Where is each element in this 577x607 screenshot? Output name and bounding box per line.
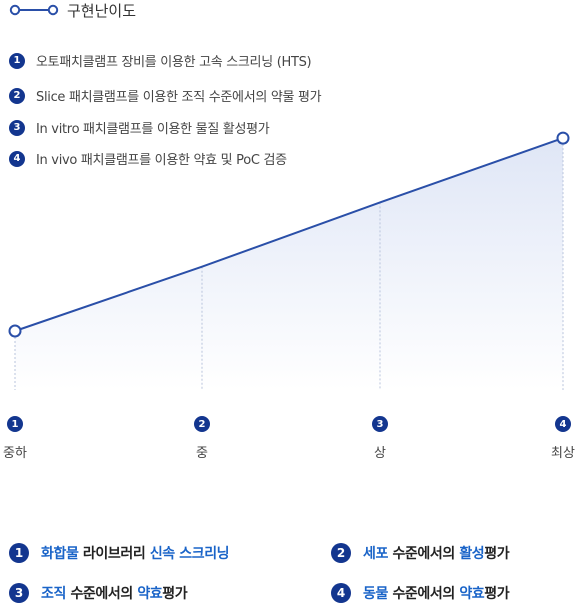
legend-highlight: 세포	[363, 546, 388, 562]
legend-number: 3	[9, 583, 29, 603]
level-4: 4 최상	[533, 416, 577, 461]
legend-item-4: 4 동물 수준에서의 약효평가	[331, 583, 510, 603]
legend-text: 동물 수준에서의 약효평가	[363, 583, 510, 603]
legend-text: 화합물 라이브러리 신속 스크리닝	[41, 543, 230, 563]
legend-number: 1	[9, 543, 29, 563]
level-label: 중하	[3, 446, 27, 461]
legend-plain: 수준에서의	[387, 546, 460, 562]
step-number: 4	[9, 150, 25, 167]
area-fill	[15, 138, 563, 390]
legend-highlight: 신속 스크리닝	[149, 546, 230, 562]
level-number: 4	[555, 416, 571, 432]
legend-item-1: 1 화합물 라이브러리 신속 스크리닝	[9, 543, 230, 563]
step-item-3: 3 In vitro 패치클램프를 이용한 물질 활성평가	[9, 118, 270, 137]
end-point	[556, 131, 570, 145]
legend-item-2: 2 세포 수준에서의 활성평가	[331, 543, 510, 563]
step-item-2: 2 Slice 패치클램프를 이용한 조직 수준에서의 약물 평가	[9, 86, 322, 105]
legend-text: 조직 수준에서의 약효평가	[41, 583, 188, 603]
step-item-4: 4 In vivo 패치클램프를 이용한 약효 및 PoC 검증	[9, 149, 287, 168]
step-item-1: 1 오토패치클램프 장비를 이용한 고속 스크리닝 (HTS)	[9, 51, 312, 70]
legend-highlight: 약효	[459, 586, 485, 602]
legend-highlight: 조직	[41, 586, 66, 602]
legend-item-3: 3 조직 수준에서의 약효평가	[9, 583, 188, 603]
legend-highlight: 약효	[137, 586, 163, 602]
step-text: Slice 패치클램프를 이용한 조직 수준에서의 약물 평가	[36, 90, 322, 105]
legend-plain: 라이브러리	[78, 546, 150, 562]
level-label: 중	[196, 446, 208, 461]
legend-plain: 수준에서의	[387, 586, 460, 602]
step-number: 2	[9, 87, 25, 104]
header-title: 구현난이도	[67, 1, 137, 20]
legend-number: 4	[331, 583, 351, 603]
level-number: 1	[7, 416, 23, 432]
legend-plain: 평가	[484, 546, 510, 562]
series-line	[14, 137, 564, 332]
legend-number: 2	[331, 543, 351, 563]
legend-highlight: 화합물	[41, 546, 79, 562]
difficulty-chart	[8, 131, 570, 390]
line-marker-icon	[9, 4, 59, 16]
step-text: In vivo 패치클램프를 이용한 약효 및 PoC 검증	[36, 153, 287, 168]
legend-plain: 수준에서의	[65, 586, 138, 602]
legend-plain: 평가	[484, 586, 510, 602]
level-number: 3	[372, 416, 388, 432]
level-label: 최상	[551, 446, 575, 461]
legend-plain: 평가	[162, 586, 188, 602]
level-1: 1 중하	[0, 416, 45, 461]
legend-highlight: 동물	[363, 586, 388, 602]
legend-text: 세포 수준에서의 활성평가	[363, 543, 510, 563]
start-point	[8, 324, 22, 338]
difficulty-header: 구현난이도	[9, 0, 136, 20]
legend-highlight: 활성	[459, 546, 485, 562]
step-number: 1	[9, 52, 25, 69]
step-number: 3	[9, 119, 25, 136]
step-text: 오토패치클램프 장비를 이용한 고속 스크리닝 (HTS)	[36, 55, 312, 70]
step-text: In vitro 패치클램프를 이용한 물질 활성평가	[36, 122, 270, 137]
level-label: 상	[374, 446, 386, 461]
level-number: 2	[194, 416, 210, 432]
